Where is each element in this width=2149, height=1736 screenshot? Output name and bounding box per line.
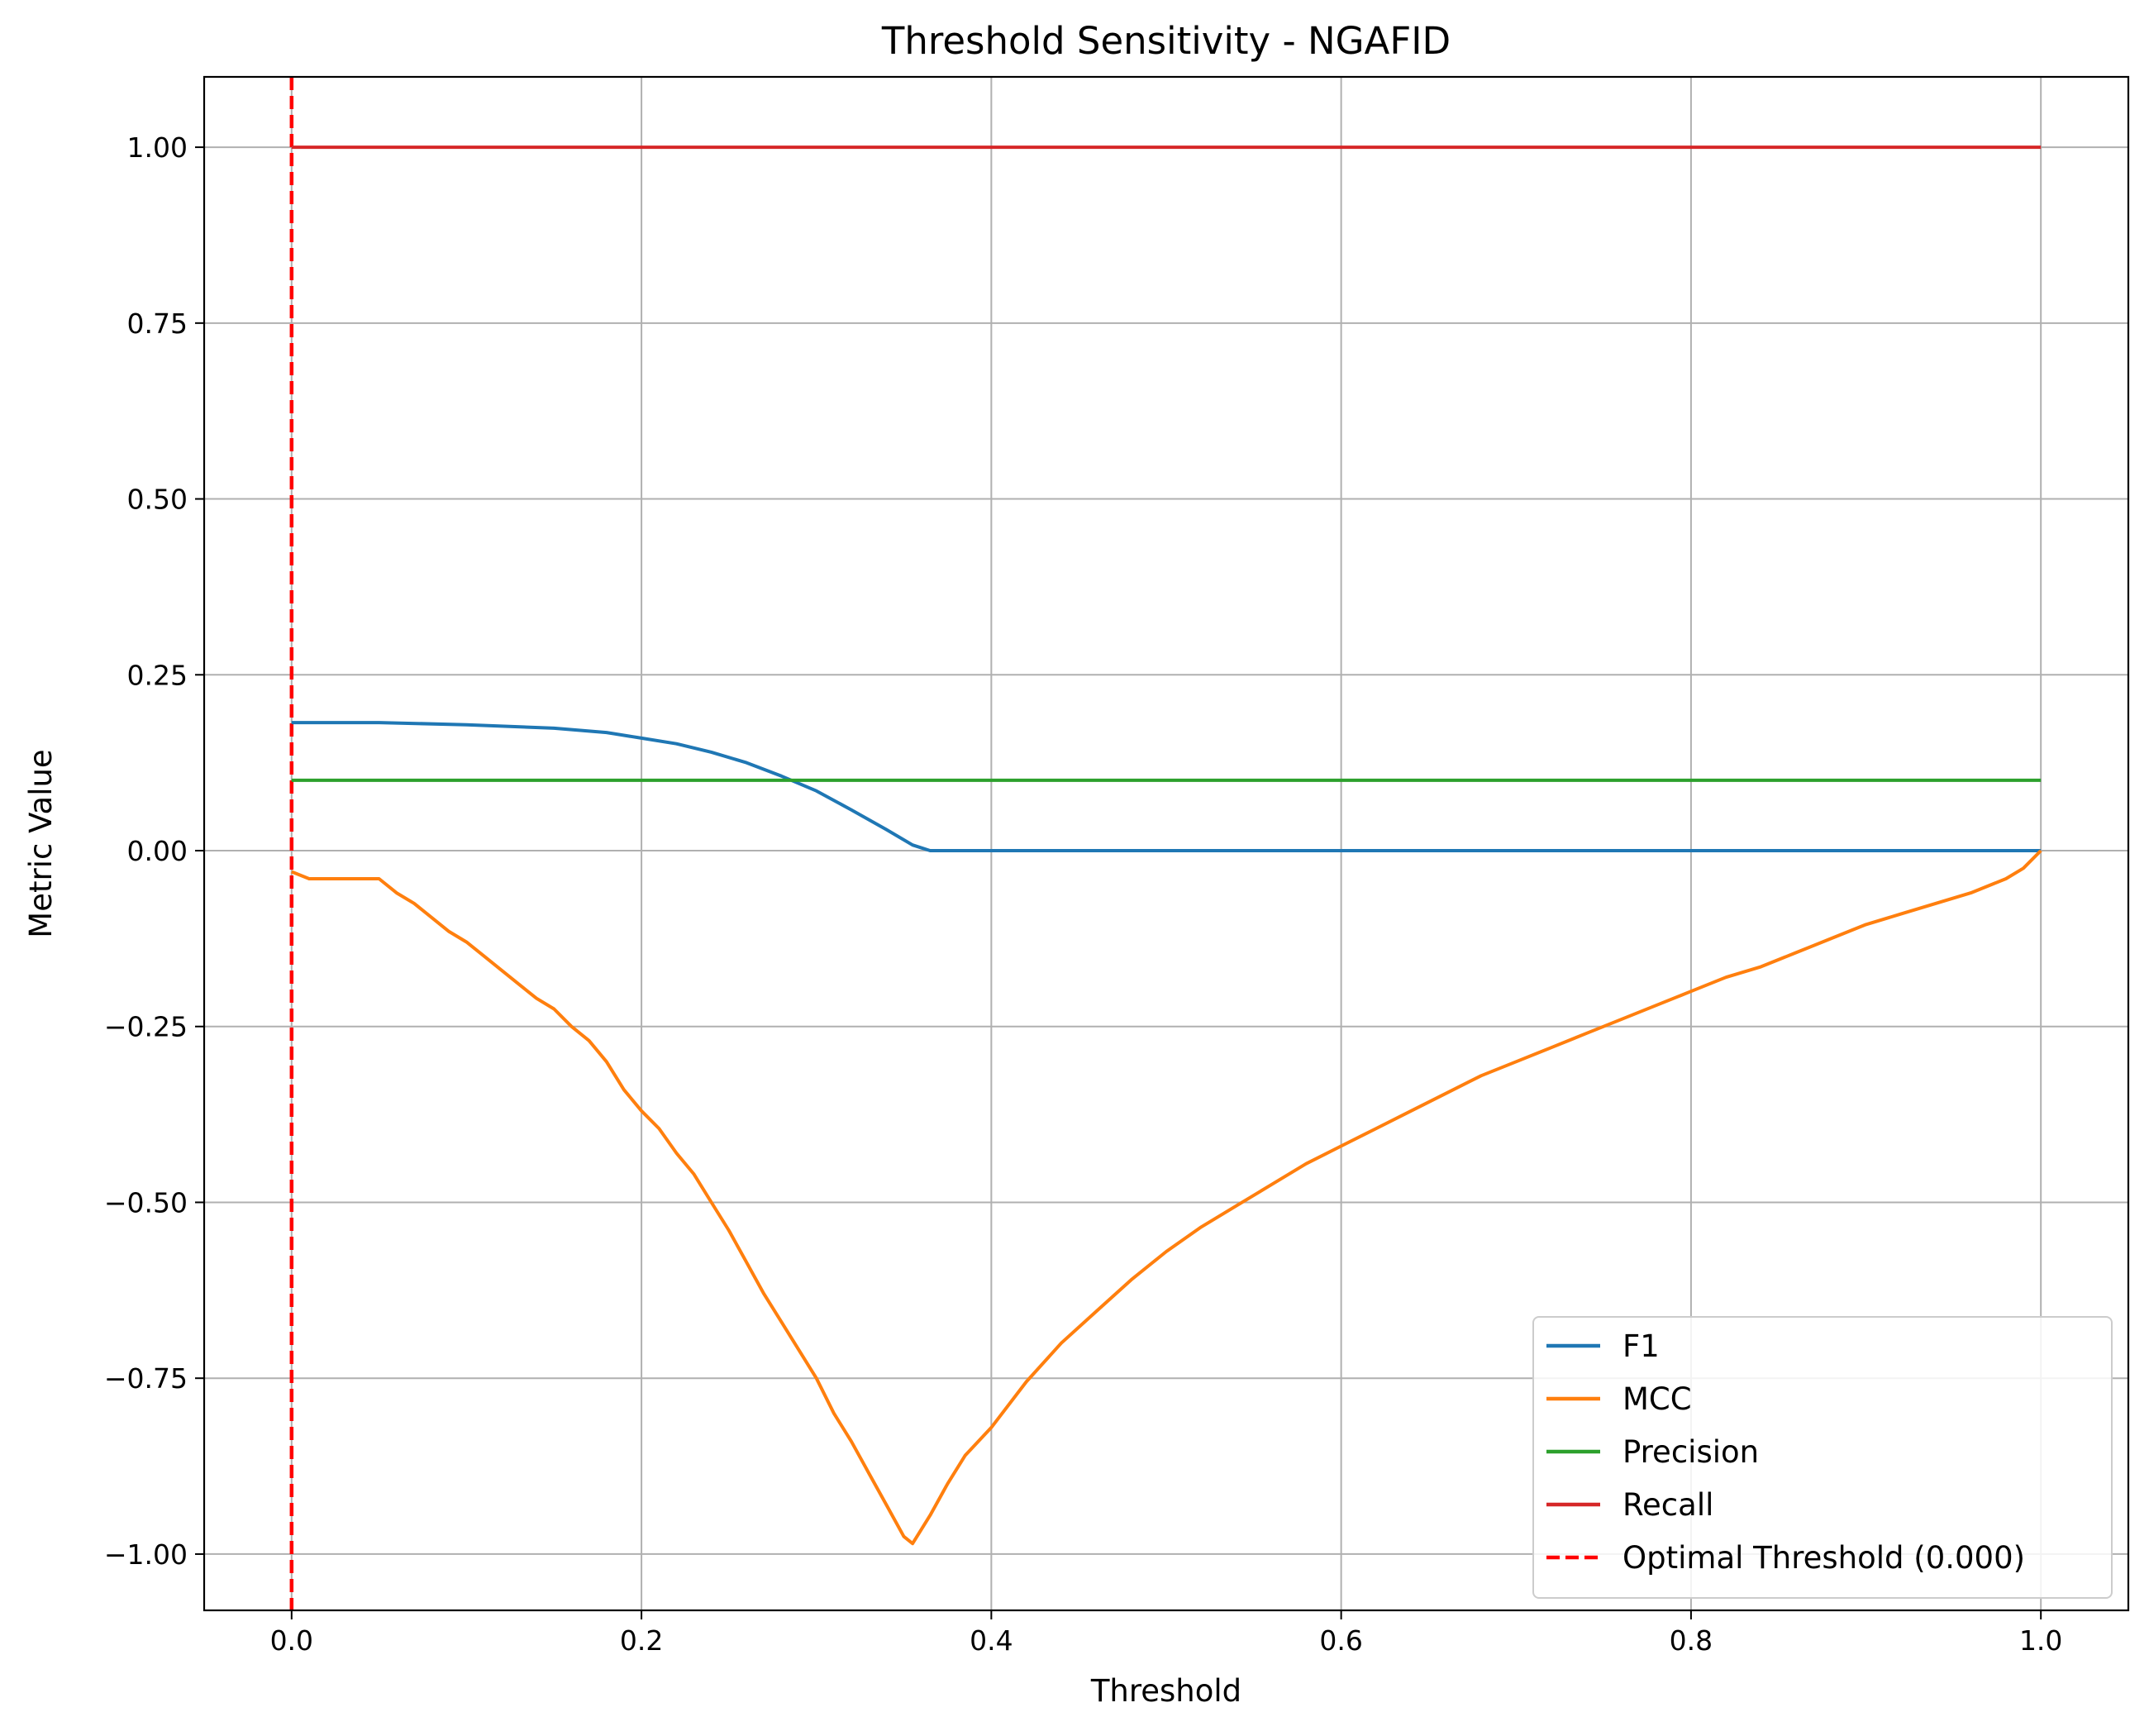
legend-label: Precision — [1622, 1434, 1759, 1470]
y-tick-label: 1.00 — [127, 131, 188, 164]
x-tick-label: 0.2 — [620, 1624, 663, 1657]
legend-label: Recall — [1622, 1487, 1713, 1523]
plot-frame — [203, 75, 2130, 1612]
x-tick-label: 0.6 — [1319, 1624, 1362, 1657]
chart-title: Threshold Sensitivity - NGAFID — [881, 19, 1451, 63]
x-tick-label: 0.0 — [270, 1624, 313, 1657]
legend-label: MCC — [1622, 1381, 1692, 1417]
y-axis-label: Metric Value — [23, 749, 59, 937]
axis-ticks: 0.0 0.2 0.4 0.6 0.8 1.0 −1.00 −0.75 −0.50 −0.25 0.… — [104, 131, 2063, 1657]
series-line-f1 — [291, 721, 2042, 852]
y-tick-label: −0.25 — [104, 1011, 188, 1043]
legend-box — [1532, 1316, 2113, 1599]
x-tick-label: 1.0 — [2019, 1624, 2062, 1657]
y-tick-label: 0.25 — [127, 659, 188, 691]
legend-label: Optimal Threshold (0.000) — [1622, 1540, 2025, 1576]
y-tick-label: −0.75 — [104, 1362, 188, 1395]
x-axis-label: Threshold — [1090, 1673, 1241, 1709]
y-tick-label: 0.50 — [127, 484, 188, 516]
legend-label: F1 — [1622, 1328, 1660, 1364]
y-tick-label: −0.50 — [104, 1186, 188, 1219]
series-line-mcc — [291, 849, 2042, 1546]
x-tick-label: 0.8 — [1670, 1624, 1713, 1657]
series-layer — [291, 145, 2042, 1546]
x-tick-label: 0.4 — [970, 1624, 1013, 1657]
y-tick-label: 0.75 — [127, 308, 188, 340]
legend: F1 MCC Precision Recall Optimal Threshold (0… — [1532, 1316, 2113, 1599]
y-tick-label: −1.00 — [104, 1538, 188, 1571]
y-tick-label: 0.00 — [127, 835, 188, 867]
